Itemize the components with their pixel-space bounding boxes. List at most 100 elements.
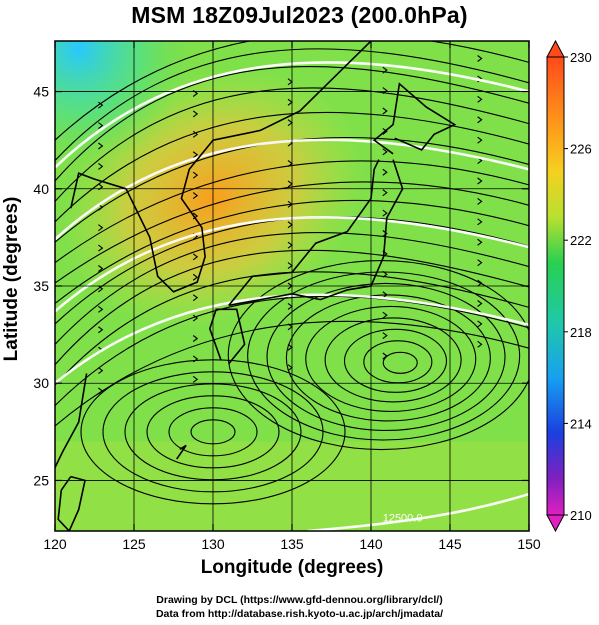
- colorbar-tick-label: 226: [570, 142, 592, 157]
- streamline-arrow: [98, 142, 104, 150]
- streamline-arrow: [382, 127, 388, 135]
- streamline-arrow: [98, 224, 104, 232]
- streamline-arrow: [477, 116, 483, 124]
- coastline: [55, 373, 88, 470]
- streamline-arrow: [192, 151, 199, 159]
- streamline-arrow: [192, 253, 199, 261]
- map-title: MSM 18Z09Jul2023 (200.0hPa): [131, 2, 468, 28]
- streamline-arrow: [98, 387, 104, 395]
- contour-line: [55, 138, 529, 241]
- colorbar-tick-label: 214: [570, 416, 592, 431]
- colorbar-scale: [546, 56, 565, 516]
- streamline-arrow: [98, 244, 104, 252]
- x-tick-label: 120: [43, 536, 67, 552]
- streamline-arrow: [382, 230, 388, 237]
- coastline: [228, 159, 404, 307]
- plot-area: 12500.0: [55, 41, 529, 531]
- x-tick-label: 140: [359, 536, 383, 552]
- coastline: [212, 41, 372, 141]
- streamline: [55, 232, 529, 345]
- anticyclone-streamline: [285, 294, 491, 422]
- streamline-arrow: [382, 148, 388, 156]
- streamline-arrow: [98, 162, 104, 170]
- contour-line: [55, 293, 529, 385]
- colorbar-max-arrow: [546, 39, 565, 58]
- streamline-arrow: [192, 130, 199, 138]
- anticyclone-streamline: [382, 351, 418, 374]
- anticyclone-streamline: [266, 282, 506, 432]
- anticyclone-streamline: [324, 317, 462, 403]
- coastline: [70, 172, 127, 209]
- streamline-arrow: [477, 197, 483, 205]
- streamline-arrow: [98, 122, 104, 130]
- streamline: [55, 87, 529, 202]
- coastline: [372, 82, 457, 155]
- streamline-arrow: [382, 311, 388, 319]
- streamline-arrow: [382, 168, 388, 176]
- x-axis-label: Longitude (degrees): [200, 557, 384, 578]
- x-tick-label: 135: [280, 536, 304, 552]
- y-tick-label: 40: [33, 181, 49, 197]
- streamline-arrow: [477, 95, 483, 103]
- x-tick-label: 145: [438, 536, 462, 552]
- x-tick-label: 150: [517, 536, 541, 552]
- streamline-arrow: [477, 320, 483, 328]
- streamline-arrow: [192, 335, 199, 342]
- contour-line: [55, 216, 529, 313]
- streamline-arrow: [98, 285, 104, 293]
- y-tick-label: 35: [33, 278, 49, 294]
- streamline: [55, 295, 529, 406]
- streamline-arrow: [98, 326, 104, 334]
- credits: Drawing by DCL (https://www.gfd-dennou.o…: [0, 593, 599, 621]
- streamline-arrow: [98, 265, 104, 272]
- streamline-arrow: [192, 314, 199, 322]
- streamline-arrow: [477, 55, 483, 62]
- contour-line: [307, 492, 529, 531]
- credits-data-source: Data from http://database.rish.kyoto-u.a…: [155, 608, 444, 620]
- colorbar-tick-label: 222: [570, 233, 592, 248]
- streamline: [55, 199, 529, 304]
- streamline-arrow: [382, 107, 388, 115]
- streamline-arrow: [382, 189, 388, 197]
- colorbar-min-arrow: [546, 514, 565, 533]
- streamline-arrow: [192, 110, 199, 118]
- streamline-arrow: [477, 218, 483, 226]
- streamline-arrow: [98, 101, 104, 109]
- anticyclone-streamline: [343, 328, 448, 393]
- coastline: [228, 159, 380, 306]
- x-tick-label: 130: [201, 536, 225, 552]
- streamline: [55, 48, 529, 161]
- contour-line: [55, 61, 529, 169]
- contour-label: 12500.0: [383, 512, 423, 524]
- contours: [55, 61, 529, 531]
- streamline-arrow: [382, 332, 388, 340]
- streamline: [55, 320, 529, 427]
- axes: 120 125 130 135 140 145 150 25 30 35 40 45: [33, 41, 541, 552]
- streamline-arrow: [192, 171, 199, 179]
- streamline-arrow: [192, 192, 199, 200]
- y-tick-label: 30: [33, 375, 49, 391]
- colorbar-tick-label: 230: [570, 50, 592, 65]
- streamline-arrow: [192, 375, 199, 383]
- streamline-arrow: [477, 136, 483, 144]
- credits-drawing: Drawing by DCL (https://www.gfd-dennou.o…: [156, 594, 443, 606]
- streamline: [55, 216, 529, 325]
- streamline-arrow: [382, 209, 388, 217]
- streamline: [55, 66, 529, 182]
- streamline-arrow: [477, 259, 483, 267]
- coastline: [176, 444, 187, 460]
- coastline: [208, 308, 246, 365]
- streamline: [55, 160, 529, 264]
- y-tick-label: 25: [33, 472, 49, 488]
- colorbar-tick-label: 210: [570, 508, 592, 523]
- streamline-arrow: [98, 305, 104, 313]
- streamline-arrow: [192, 273, 199, 281]
- streamline-arrow: [192, 294, 199, 302]
- streamline-arrow: [98, 367, 104, 375]
- y-tick-label: 45: [33, 84, 49, 100]
- streamline: [55, 41, 529, 141]
- streamline-arrow: [477, 340, 483, 348]
- streamline-arrow: [477, 300, 483, 307]
- streamline: [55, 249, 529, 366]
